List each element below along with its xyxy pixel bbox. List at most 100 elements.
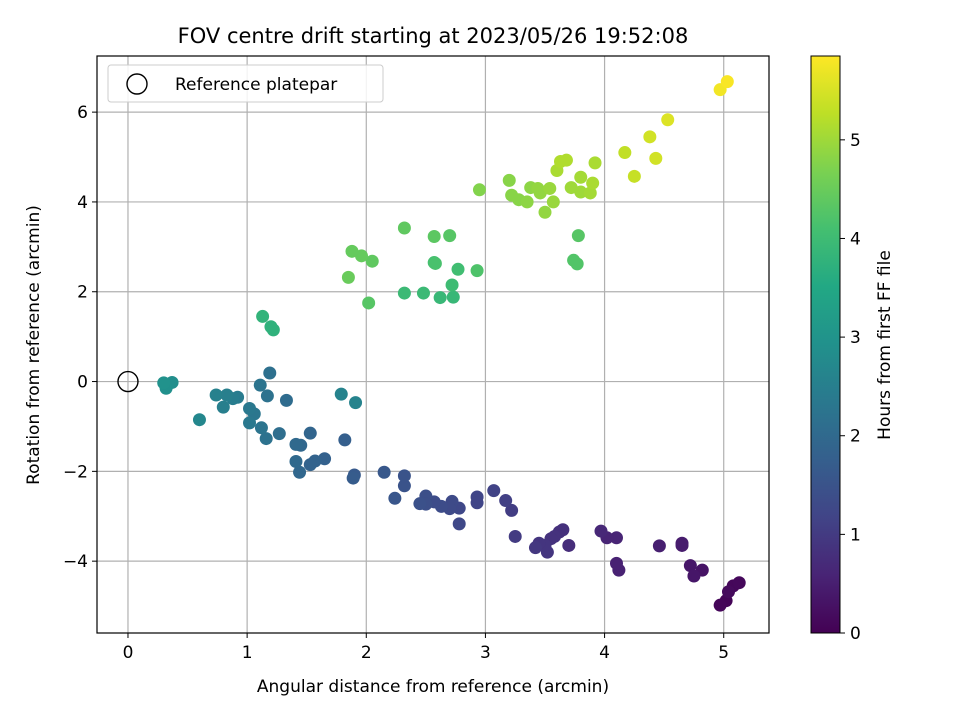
data-point bbox=[220, 388, 234, 402]
y-tick-label: 4 bbox=[77, 193, 88, 213]
data-point bbox=[397, 479, 411, 493]
y-tick-label: −2 bbox=[63, 462, 88, 482]
data-point bbox=[289, 437, 303, 451]
data-point bbox=[303, 458, 317, 472]
x-tick-label: 0 bbox=[123, 643, 134, 663]
data-point bbox=[720, 75, 734, 89]
data-point bbox=[559, 153, 573, 167]
data-point bbox=[433, 291, 447, 305]
data-point bbox=[388, 491, 402, 505]
data-point bbox=[365, 254, 379, 268]
y-axis-ticks: −4 −2 0 2 4 6 bbox=[63, 103, 97, 572]
data-point bbox=[334, 387, 348, 401]
data-point bbox=[443, 229, 457, 243]
colorbar-tick-label: 4 bbox=[850, 229, 861, 249]
colorbar-tick-label: 2 bbox=[850, 427, 861, 447]
data-point bbox=[209, 388, 223, 402]
legend: Reference platepar bbox=[107, 64, 384, 103]
data-point bbox=[266, 323, 280, 337]
data-point bbox=[546, 195, 560, 209]
x-tick-label: 1 bbox=[242, 643, 253, 663]
colorbar-label: Hours from first FF file bbox=[875, 250, 895, 440]
data-point bbox=[272, 427, 286, 441]
data-point bbox=[428, 256, 442, 270]
data-point bbox=[279, 393, 293, 407]
data-point bbox=[609, 531, 623, 545]
data-point bbox=[652, 539, 666, 553]
data-points bbox=[157, 75, 746, 612]
data-point bbox=[567, 253, 581, 267]
legend-box bbox=[107, 64, 384, 103]
data-point bbox=[594, 524, 608, 538]
data-point bbox=[413, 497, 427, 511]
data-point bbox=[349, 396, 363, 410]
data-point bbox=[472, 183, 486, 197]
data-point bbox=[562, 538, 576, 552]
y-tick-label: −4 bbox=[63, 552, 88, 572]
data-point bbox=[346, 471, 360, 485]
data-point bbox=[687, 569, 701, 583]
data-point bbox=[627, 169, 641, 183]
y-tick-label: 0 bbox=[77, 373, 88, 393]
data-point bbox=[260, 389, 274, 403]
data-point bbox=[732, 576, 746, 590]
y-axis-label: Rotation from reference (arcmin) bbox=[24, 205, 44, 485]
data-point bbox=[571, 229, 585, 243]
data-point bbox=[338, 433, 352, 447]
reference-point-marker bbox=[117, 370, 139, 393]
data-point bbox=[289, 454, 303, 468]
colorbar-tick-label: 0 bbox=[850, 624, 861, 644]
data-point bbox=[377, 465, 391, 479]
legend-marker-icon bbox=[126, 73, 148, 95]
colorbar-tick-label: 3 bbox=[850, 328, 861, 348]
data-point bbox=[583, 186, 597, 200]
data-point bbox=[649, 151, 663, 165]
data-point bbox=[528, 541, 542, 555]
data-point bbox=[263, 366, 277, 380]
plot-frame bbox=[96, 55, 770, 634]
data-point bbox=[721, 585, 735, 599]
data-point bbox=[341, 270, 355, 284]
data-point bbox=[505, 503, 519, 517]
data-point bbox=[487, 484, 501, 498]
data-point bbox=[574, 185, 588, 199]
data-point bbox=[470, 496, 484, 510]
legend-entry-reference: Reference platepar bbox=[175, 75, 337, 95]
reference-marker-group bbox=[117, 370, 139, 393]
data-point bbox=[256, 309, 270, 323]
data-point bbox=[543, 181, 557, 195]
data-point bbox=[216, 400, 230, 414]
data-point bbox=[452, 517, 466, 531]
data-point bbox=[675, 538, 689, 552]
data-point bbox=[643, 130, 657, 144]
data-point bbox=[293, 465, 307, 479]
colorbar-ticks: 0 1 2 3 4 5 bbox=[840, 131, 861, 644]
data-point bbox=[445, 278, 459, 292]
colorbar-gradient bbox=[810, 55, 841, 634]
data-point bbox=[661, 113, 675, 127]
data-point bbox=[609, 556, 623, 570]
data-point bbox=[451, 262, 465, 276]
data-point bbox=[303, 426, 317, 440]
y-tick-label: 6 bbox=[77, 103, 88, 123]
x-axis-ticks: 0 1 2 3 4 5 bbox=[123, 633, 729, 663]
data-point bbox=[243, 401, 257, 415]
data-point bbox=[470, 264, 484, 278]
colorbar: 0 1 2 3 4 5 Hours from first FF file bbox=[810, 55, 895, 644]
data-point bbox=[446, 290, 460, 304]
data-point bbox=[345, 244, 359, 258]
data-point bbox=[508, 529, 522, 543]
data-point bbox=[416, 286, 430, 300]
colorbar-tick-label: 1 bbox=[850, 525, 861, 545]
data-point bbox=[538, 205, 552, 219]
x-tick-label: 5 bbox=[718, 643, 729, 663]
data-point bbox=[362, 296, 376, 310]
grid-lines bbox=[97, 56, 769, 633]
data-point bbox=[253, 378, 267, 392]
data-point bbox=[499, 494, 513, 508]
data-point bbox=[397, 286, 411, 300]
x-tick-label: 3 bbox=[480, 643, 491, 663]
data-point bbox=[397, 469, 411, 483]
data-point bbox=[502, 173, 516, 187]
